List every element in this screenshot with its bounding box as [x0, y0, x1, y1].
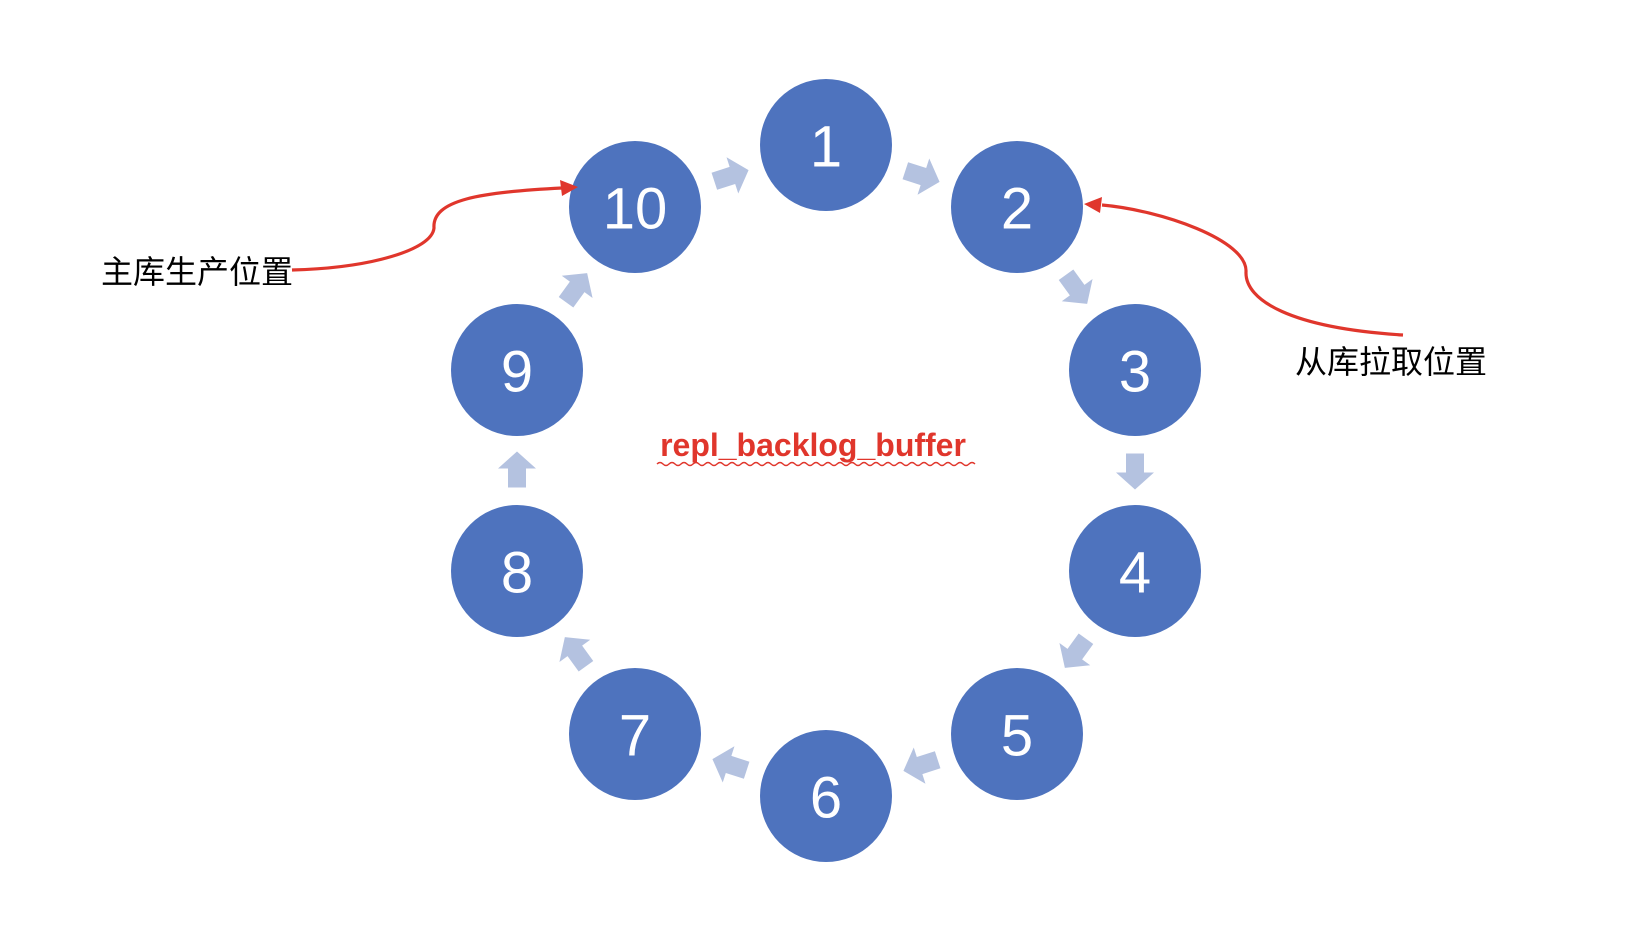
- buffer-slot-4: 4: [1069, 505, 1201, 637]
- flow-arrow-icon: [1116, 453, 1154, 490]
- buffer-slot-circle: [951, 141, 1083, 273]
- buffer-slot-2: 2: [951, 141, 1083, 273]
- spellcheck-underline: [656, 461, 976, 467]
- buffer-slot-circle: [1069, 304, 1201, 436]
- master-write-arrowhead: [560, 180, 578, 196]
- buffer-slot-circle: [760, 730, 892, 862]
- replica-read-label: 从库拉取位置: [1295, 343, 1487, 381]
- flow-arrows: [498, 157, 1154, 784]
- buffer-slot-1: 1: [760, 79, 892, 211]
- buffer-slot-label: 10: [603, 177, 668, 242]
- flow-arrow-icon: [559, 637, 594, 672]
- buffer-slot-label: 6: [810, 766, 842, 831]
- master-write-pointer: 主库生产位置: [101, 180, 578, 291]
- buffer-slot-7: 7: [569, 668, 701, 800]
- buffer-slot-label: 9: [501, 340, 533, 405]
- replica-read-pointer: 从库拉取位置: [1084, 197, 1487, 381]
- buffer-slot-10: 10: [569, 141, 701, 273]
- buffer-slot-5: 5: [951, 668, 1083, 800]
- flow-arrow-icon: [558, 273, 593, 308]
- flow-arrow-icon: [902, 158, 940, 195]
- buffer-slots: 1 2 3 4 5 6 7 8 9 10: [451, 79, 1201, 862]
- flow-arrow-icon: [1058, 269, 1093, 304]
- buffer-slot-circle: [569, 141, 701, 273]
- buffer-slot-label: 1: [810, 115, 842, 180]
- flow-arrow-icon: [903, 747, 941, 784]
- buffer-slot-label: 7: [619, 704, 651, 769]
- master-write-arrow: [291, 186, 563, 272]
- buffer-slot-circle: [1069, 505, 1201, 637]
- flow-arrow-icon: [711, 157, 749, 194]
- replica-read-arrow: [1101, 203, 1404, 337]
- buffer-slot-3: 3: [1069, 304, 1201, 436]
- buffer-slot-circle: [951, 668, 1083, 800]
- buffer-slot-circle: [451, 304, 583, 436]
- buffer-slot-8: 8: [451, 505, 583, 637]
- buffer-slot-label: 5: [1001, 704, 1033, 769]
- buffer-slot-6: 6: [760, 730, 892, 862]
- replica-read-arrowhead: [1084, 197, 1102, 213]
- flow-arrow-icon: [712, 746, 750, 783]
- master-write-label: 主库生产位置: [101, 253, 293, 291]
- flow-arrow-icon: [498, 451, 536, 488]
- buffer-slot-label: 8: [501, 541, 533, 606]
- buffer-slot-label: 4: [1119, 541, 1151, 606]
- buffer-slot-circle: [569, 668, 701, 800]
- buffer-slot-circle: [451, 505, 583, 637]
- buffer-slot-circle: [760, 79, 892, 211]
- buffer-name-label: repl_backlog_buffer: [660, 427, 966, 463]
- buffer-slot-9: 9: [451, 304, 583, 436]
- buffer-slot-label: 2: [1001, 177, 1033, 242]
- buffer-slot-label: 3: [1119, 340, 1151, 405]
- flow-arrow-icon: [1059, 633, 1094, 668]
